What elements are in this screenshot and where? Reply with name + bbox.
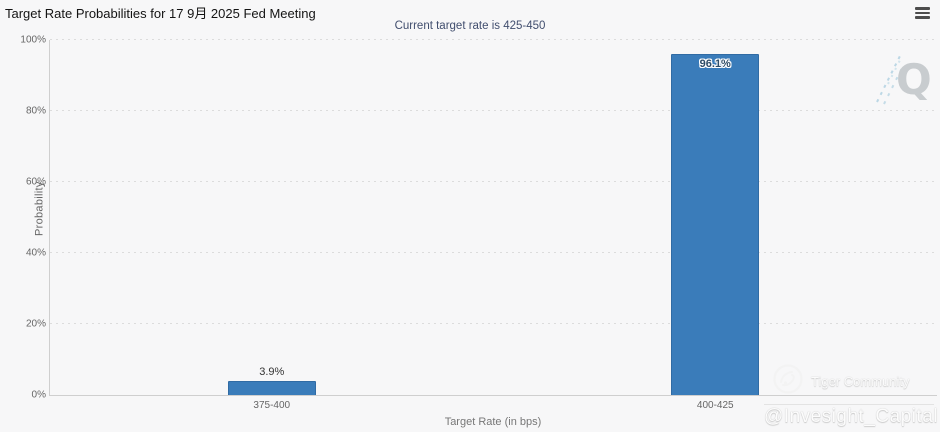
- svg-text:Q: Q: [896, 55, 932, 104]
- chart-title: Target Rate Probabilities for 17 9月 2025…: [5, 6, 316, 21]
- y-gridline: [50, 110, 937, 111]
- x-category-label: 400-425: [696, 400, 734, 411]
- y-gridline: [50, 252, 937, 253]
- plot-area: Probability 0% 20% 40% 60% 80% 100% 3.9% 375-40…: [20, 35, 937, 411]
- hamburger-menu-icon[interactable]: [915, 5, 933, 21]
- bar-value-label: 3.9%: [259, 366, 285, 379]
- y-tick-label: 60%: [25, 176, 46, 188]
- tiger-community-label: Tiger Community: [811, 374, 910, 389]
- y-tick-label: 40%: [25, 247, 46, 259]
- y-tick-label: 0%: [31, 389, 46, 401]
- y-gridline: [50, 39, 937, 40]
- x-category-label: 375-400: [253, 400, 291, 411]
- tiger-community-watermark: Tiger Community @Invesight_Capital: [764, 363, 939, 428]
- y-axis-title: Probability: [33, 180, 46, 236]
- y-tick-label: 20%: [25, 318, 46, 330]
- x-axis-title: Target Rate (in bps): [444, 416, 542, 428]
- tiger-logo-icon: [772, 363, 804, 400]
- bar-value-label: 96.1%: [699, 57, 731, 70]
- y-tick-label: 80%: [25, 105, 46, 117]
- q-logo-watermark: Q: [874, 44, 932, 113]
- chart-subtitle: Current target rate is 425-450: [394, 20, 546, 32]
- y-gridline: [50, 323, 937, 324]
- bar-375-400[interactable]: [227, 381, 316, 395]
- watermark-divider: [764, 404, 934, 405]
- y-gridline: [50, 181, 937, 182]
- y-tick-label: 100%: [20, 34, 46, 46]
- bar-400-425[interactable]: [671, 53, 760, 395]
- author-handle: @Invesight_Capital: [764, 406, 939, 427]
